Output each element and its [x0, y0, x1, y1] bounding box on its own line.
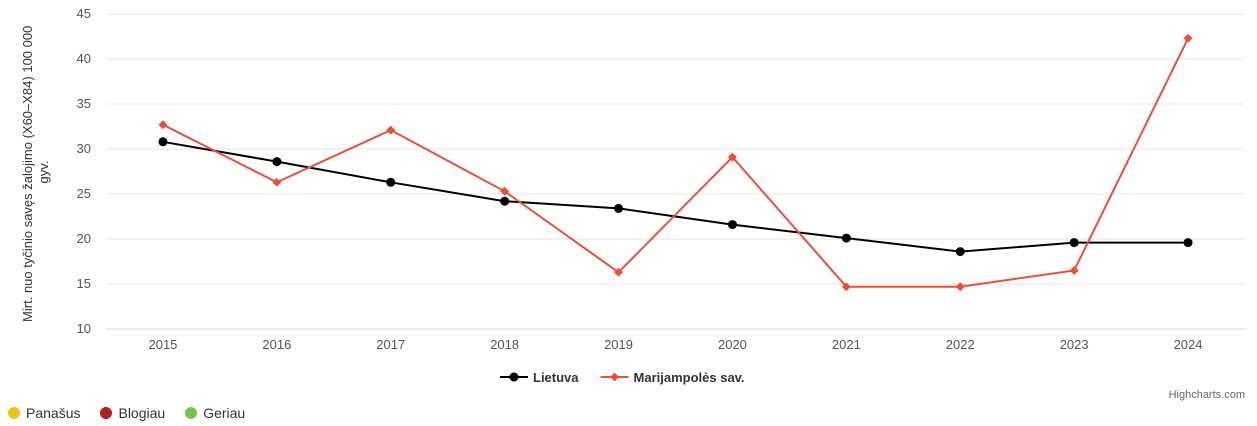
status-dot-better — [185, 407, 198, 419]
legend-marker-0 — [509, 372, 519, 382]
y-tick-label-20: 20 — [77, 231, 91, 246]
status-similar: Panašus — [8, 405, 80, 421]
status-legend: Panašus Blogiau Geriau — [8, 405, 245, 421]
series-0-point-2021 — [841, 233, 851, 243]
series-0-point-2017 — [386, 177, 396, 187]
y-tick-label-15: 15 — [77, 276, 91, 291]
y-axis-label-line2: gyv. — [36, 161, 51, 184]
y-tick-label-45: 45 — [77, 6, 91, 21]
x-axis-ticks: 2015 2016 2017 2018 2019 2020 2021 2022 2023 2024 — [148, 337, 1202, 352]
y-axis-label-line1: Mirt. nuo tyčinio savęs žalojimo (X60–X8… — [20, 26, 35, 322]
series-0-point-2022 — [955, 247, 965, 257]
series-line-1 — [162, 37, 1189, 288]
status-dot-similar — [8, 407, 20, 419]
series-0-point-2019 — [614, 203, 624, 213]
series-group — [158, 33, 1193, 292]
series-line-0 — [162, 140, 1189, 253]
series-1-point-2018 — [500, 186, 510, 196]
series-1-point-2015 — [158, 120, 168, 130]
legend-item-0[interactable]: Lietuva — [500, 370, 579, 385]
series-0-point-2023 — [1069, 238, 1079, 248]
status-dot-worse — [100, 407, 113, 419]
legend-label-1: Marijampolės sav. — [634, 370, 745, 385]
legend-item-1[interactable]: Marijampolės sav. — [600, 370, 745, 385]
y-tick-label-10: 10 — [77, 321, 91, 336]
series-1-point-2016 — [272, 177, 282, 187]
series-legend[interactable]: Lietuva Marijampolės sav. — [500, 370, 745, 385]
series-0-point-2016 — [272, 157, 282, 167]
series-1-point-2023 — [1069, 266, 1079, 275]
series-0-point-2015 — [158, 137, 168, 147]
status-label-worse: Blogiau — [118, 405, 166, 421]
y-tick-label-40: 40 — [77, 51, 91, 66]
x-tick-label-2022: 2022 — [946, 337, 975, 352]
series-0-point-2020 — [727, 220, 737, 230]
y-axis-label: Mirt. nuo tyčinio savęs žalojimo (X60–X8… — [20, 22, 51, 322]
status-better: Geriau — [185, 405, 245, 421]
x-tick-label-2021: 2021 — [832, 337, 861, 352]
credit-link[interactable]: Highcharts.com — [1168, 389, 1245, 401]
y-axis-ticks: 10 15 20 25 30 35 40 45 — [77, 6, 91, 336]
series-1-point-2020 — [727, 152, 737, 162]
x-tick-label-2023: 2023 — [1060, 337, 1089, 352]
series-0-point-2018 — [500, 196, 510, 206]
x-tick-label-2016: 2016 — [262, 337, 291, 352]
y-tick-label-25: 25 — [77, 186, 91, 201]
series-1-point-2024 — [1183, 33, 1193, 43]
x-tick-label-2020: 2020 — [718, 337, 747, 352]
series-1-point-2017 — [386, 125, 396, 135]
series-1-point-2021 — [841, 282, 851, 292]
series-1-point-2022 — [955, 282, 965, 292]
line-chart: 10 15 20 25 30 35 40 45 2015 2016 2017 2018 2019 202… — [20, 6, 1245, 385]
legend-label-0: Lietuva — [533, 370, 579, 385]
series-0-point-2024 — [1183, 238, 1193, 248]
y-tick-label-35: 35 — [77, 96, 91, 111]
x-tick-label-2019: 2019 — [604, 337, 633, 352]
x-tick-label-2018: 2018 — [490, 337, 519, 352]
x-tick-label-2017: 2017 — [376, 337, 405, 352]
grid-lines — [106, 13, 1245, 330]
status-label-similar: Panašus — [26, 405, 81, 421]
legend-marker-1 — [610, 372, 620, 382]
x-tick-label-2015: 2015 — [148, 337, 177, 352]
status-worse: Blogiau — [100, 405, 165, 421]
x-tick-label-2024: 2024 — [1174, 337, 1203, 352]
series-1-point-2019 — [614, 267, 624, 277]
y-tick-label-30: 30 — [77, 141, 91, 156]
status-label-better: Geriau — [203, 405, 246, 421]
